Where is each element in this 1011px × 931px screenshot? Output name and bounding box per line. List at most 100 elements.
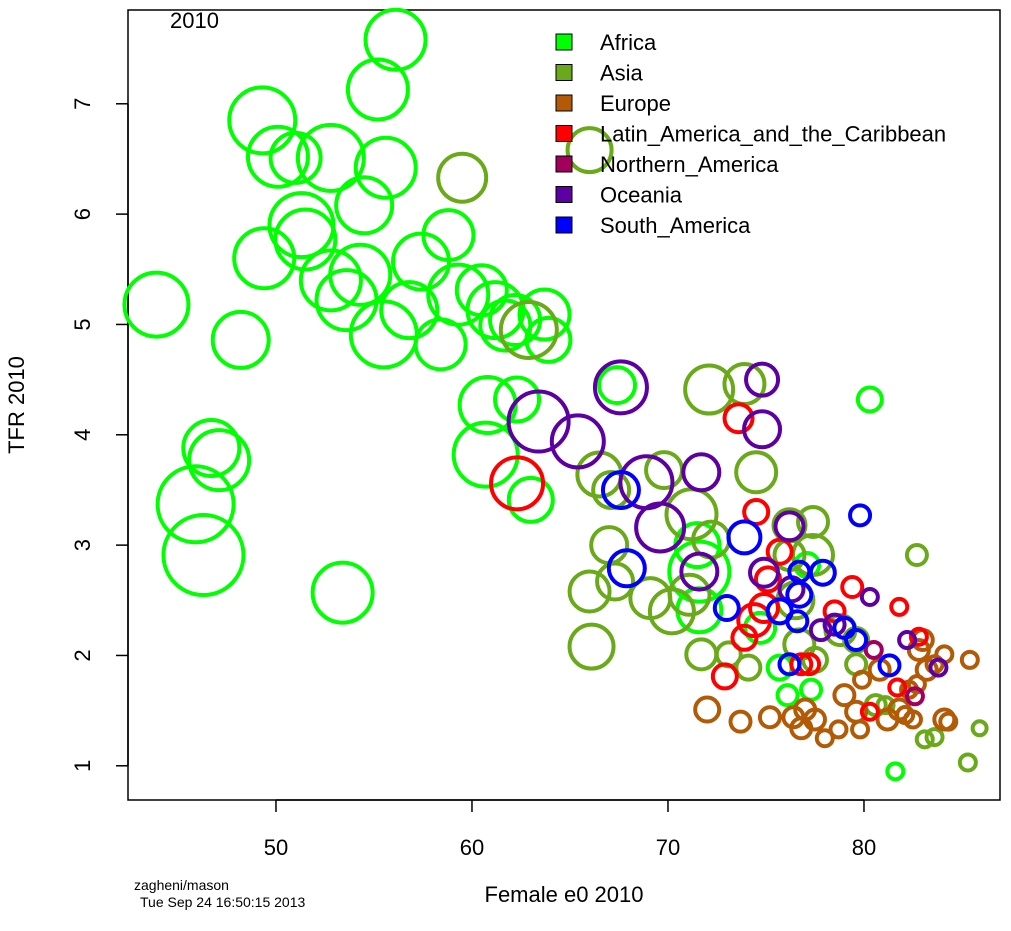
bubble	[489, 455, 546, 512]
bubble	[683, 363, 736, 416]
bubble	[757, 705, 782, 730]
bubble	[595, 561, 636, 602]
bubble	[597, 365, 638, 406]
legend-swatch	[555, 216, 573, 234]
bubble	[684, 637, 719, 672]
bubble	[664, 487, 719, 542]
x-tick-label: 50	[264, 835, 288, 860]
bubble	[734, 653, 763, 682]
bubble	[589, 525, 630, 566]
bubble	[938, 711, 959, 732]
bubble	[210, 309, 271, 370]
bubble	[859, 701, 880, 722]
bubble	[744, 361, 781, 398]
bubble	[728, 709, 753, 734]
bubble	[712, 594, 741, 623]
bubble	[789, 652, 814, 677]
bubble	[743, 610, 778, 645]
bubble	[592, 359, 649, 416]
bubble	[506, 475, 555, 524]
bubble	[785, 580, 814, 609]
year-annotation: 2010	[170, 8, 219, 33]
y-tick-label: 3	[70, 539, 95, 551]
x-tick-label: 80	[852, 835, 876, 860]
bubble	[957, 752, 978, 773]
bubble	[567, 622, 616, 671]
bubble	[970, 719, 989, 738]
bubble	[730, 623, 759, 652]
legend-label: Northern_America	[600, 152, 779, 177]
footer-author: zagheni/mason	[134, 877, 229, 893]
bubble	[877, 653, 902, 678]
bubble	[454, 263, 509, 318]
bubble	[600, 469, 641, 510]
bubble	[693, 695, 722, 724]
bubble	[863, 639, 884, 660]
bubble	[748, 592, 781, 625]
bubble	[850, 719, 871, 740]
bubble	[310, 560, 375, 625]
bubble	[345, 57, 410, 122]
bubble	[379, 280, 440, 341]
bubble	[524, 315, 573, 364]
bubble	[498, 299, 559, 360]
y-tick-label: 7	[70, 98, 95, 110]
legend-label: Latin_America_and_the_Caribbean	[600, 122, 946, 147]
footer-date: Tue Sep 24 16:50:15 2013	[140, 894, 306, 910]
bubble	[517, 287, 572, 342]
bubble	[840, 575, 865, 600]
legend-swatch	[555, 125, 573, 142]
bubble	[777, 652, 802, 677]
legend-swatch	[555, 33, 573, 51]
bubble	[924, 727, 945, 748]
bubble	[908, 626, 929, 647]
bubble	[567, 569, 612, 614]
x-tick-label: 60	[460, 835, 484, 860]
y-tick-label: 5	[70, 318, 95, 330]
bubble	[353, 135, 418, 200]
bubble	[904, 686, 925, 707]
bubble	[855, 385, 884, 414]
bubble	[800, 645, 829, 674]
bubble	[161, 513, 246, 598]
legend-swatch	[555, 64, 573, 81]
bubble	[885, 761, 906, 782]
bubble	[436, 151, 489, 204]
bubble	[681, 452, 722, 493]
bubble	[606, 548, 647, 589]
bubble	[298, 248, 363, 313]
bubble	[887, 697, 912, 722]
y-tick-label: 2	[70, 649, 95, 661]
bubble	[773, 510, 806, 543]
legend-label: Europe	[600, 91, 671, 116]
bubble	[493, 375, 542, 424]
bubble	[227, 85, 298, 156]
x-axis-title: Female e0 2010	[485, 882, 644, 907]
legend-swatch	[555, 94, 573, 112]
y-tick-label: 4	[70, 429, 95, 441]
bubble	[765, 537, 794, 566]
bubble	[753, 565, 782, 594]
bubble	[722, 402, 755, 435]
legend-swatch	[555, 155, 573, 173]
bubble	[155, 464, 236, 545]
bubble	[799, 677, 824, 702]
bubble	[852, 669, 873, 690]
legend-label: Asia	[600, 61, 644, 86]
bubble	[268, 130, 323, 185]
bubble	[814, 728, 835, 749]
bubble	[848, 503, 873, 528]
bubble	[245, 124, 310, 189]
bubble	[451, 420, 520, 489]
bubble	[832, 683, 857, 708]
bubble	[565, 126, 614, 175]
bubble	[828, 719, 849, 740]
bubble	[506, 389, 571, 454]
bubble	[591, 469, 632, 510]
bubble	[679, 551, 720, 592]
legend-label: Africa	[600, 30, 657, 55]
bubble	[775, 683, 800, 708]
bubble	[793, 697, 818, 722]
bubble	[391, 231, 452, 292]
